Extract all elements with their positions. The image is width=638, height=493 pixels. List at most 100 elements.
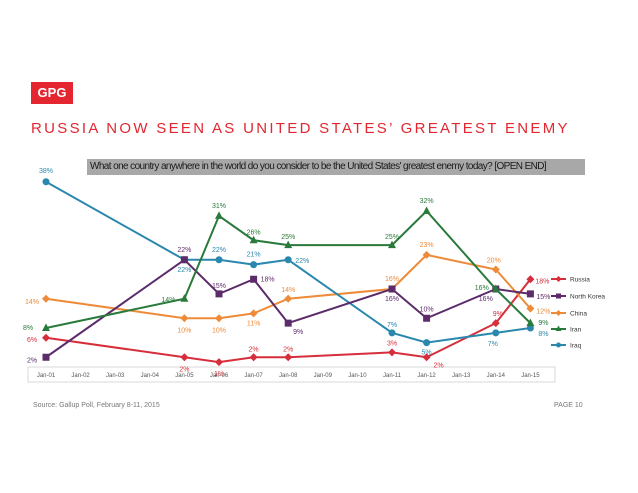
legend-label: China [570, 311, 587, 318]
data-label: 1% [214, 371, 224, 378]
legend-marker [555, 310, 562, 316]
data-point [284, 353, 293, 362]
x-tick-label: Jan-02 [71, 373, 90, 379]
data-label: 10% [177, 327, 191, 334]
data-label: 9% [293, 329, 303, 336]
x-tick-label: Jan-13 [452, 373, 471, 379]
x-tick-label: Jan-01 [37, 373, 56, 379]
data-label: 12% [536, 309, 550, 316]
legend-label: Iraq [570, 343, 582, 350]
page-title: RUSSIA NOW SEEN AS UNITED STATES’ GREATE… [31, 120, 570, 137]
page-number: PAGE 10 [554, 402, 583, 409]
data-label: 10% [212, 327, 226, 334]
data-label: 8% [538, 331, 548, 338]
data-label: 25% [385, 234, 399, 241]
data-point [526, 304, 535, 313]
legend-label: Iran [570, 327, 582, 334]
data-point [42, 178, 50, 186]
data-point [180, 314, 189, 323]
data-point [388, 329, 396, 337]
data-label: 21% [247, 252, 261, 259]
data-label: 16% [475, 285, 489, 292]
data-label: 32% [420, 198, 434, 205]
data-point [388, 285, 396, 293]
data-point [215, 314, 223, 323]
data-label: 3% [387, 340, 397, 347]
data-point [180, 294, 189, 302]
x-tick-label: Jan-07 [244, 373, 263, 379]
data-label: 8% [23, 325, 33, 332]
data-label: 2% [179, 366, 189, 373]
brand-logo: GPG [31, 82, 73, 104]
data-point [423, 314, 431, 322]
data-label: 18% [261, 276, 275, 283]
data-point [422, 353, 431, 362]
legend-label: North Korea [570, 294, 605, 301]
data-label: 16% [479, 296, 493, 303]
data-point [491, 284, 500, 292]
data-point [250, 261, 258, 269]
data-point [42, 294, 50, 303]
data-label: 11% [247, 320, 261, 327]
data-label: 26% [247, 229, 261, 236]
x-tick-label: Jan-10 [348, 373, 367, 379]
data-point [42, 323, 50, 331]
data-label: 18% [535, 278, 549, 285]
x-tick-label: Jan-06 [210, 373, 229, 379]
data-point [215, 358, 223, 367]
data-point [284, 319, 292, 327]
data-point [180, 353, 189, 362]
data-label: 22% [295, 258, 309, 265]
legend-marker [556, 293, 561, 299]
data-point [284, 256, 292, 264]
data-label: 23% [420, 242, 434, 249]
data-label: 31% [212, 203, 226, 210]
source-note: Source: Gallup Poll, February 8-11, 2015 [33, 402, 160, 409]
data-point [526, 275, 535, 284]
x-tick-label: Jan-03 [106, 373, 125, 379]
series-line [45, 209, 532, 329]
x-tick-label: Jan-12 [417, 373, 436, 379]
data-label: 16% [385, 276, 399, 283]
data-point [284, 240, 293, 249]
data-label: 14% [281, 287, 295, 294]
data-point [215, 256, 223, 264]
data-point [249, 235, 258, 244]
data-point [215, 211, 223, 219]
data-label: 22% [177, 247, 191, 254]
data-point [526, 324, 534, 332]
data-point [249, 309, 258, 318]
data-point [180, 256, 188, 264]
x-tick-label: Jan-05 [175, 373, 194, 379]
data-label: 20% [487, 258, 501, 265]
x-axis-frame [27, 366, 556, 383]
x-tick-label: Jan-11 [383, 373, 402, 379]
data-point [491, 265, 500, 274]
x-tick-label: Jan-09 [314, 373, 333, 379]
data-label: 2% [27, 357, 37, 364]
data-label: 5% [422, 350, 432, 357]
data-label: 10% [420, 306, 434, 313]
data-label: 2% [283, 346, 293, 353]
data-point [42, 353, 50, 361]
legend-marker [555, 325, 562, 331]
data-point [284, 294, 293, 303]
data-label: 38% [39, 168, 53, 175]
data-point [492, 329, 500, 337]
data-label: 7% [387, 322, 397, 329]
data-label: 22% [177, 267, 191, 274]
data-point [423, 339, 431, 347]
data-point [388, 240, 396, 249]
data-label: 14% [161, 297, 175, 304]
data-point [250, 275, 258, 283]
legend-label: Russia [570, 277, 590, 284]
data-point [422, 250, 431, 259]
question-banner: What one country anywhere in the world d… [87, 159, 585, 175]
data-label: 25% [281, 234, 295, 241]
data-label: 2% [249, 346, 259, 353]
data-label: 2% [434, 362, 444, 369]
data-label: 15% [536, 294, 550, 301]
legend-marker [556, 342, 561, 348]
x-tick-label: Jan-14 [487, 373, 506, 379]
